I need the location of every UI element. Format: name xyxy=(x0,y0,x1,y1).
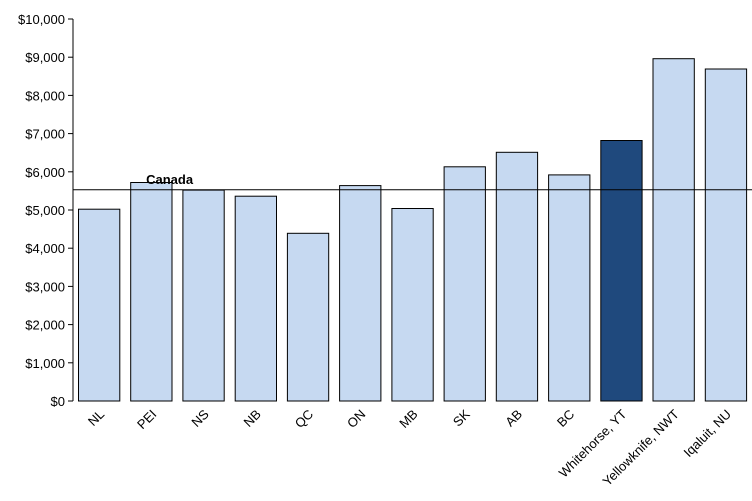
x-tick-label: ON xyxy=(344,407,368,431)
x-tick-label: QC xyxy=(292,407,316,431)
y-tick-label: $0 xyxy=(51,394,65,409)
bar-ab xyxy=(495,151,539,402)
bar-nb xyxy=(234,195,277,402)
x-tick-label: SK xyxy=(450,406,473,429)
y-tick-label: $10,000 xyxy=(18,12,65,27)
x-tick-label: NS xyxy=(188,406,212,430)
y-tick-label: $3,000 xyxy=(25,279,65,294)
bar-ns xyxy=(182,189,225,402)
y-tick-label: $6,000 xyxy=(25,165,65,180)
x-tick-label: NL xyxy=(85,407,107,429)
x-tick-label: Iqaluit, NU xyxy=(680,407,734,461)
bar-bc xyxy=(548,174,591,402)
bar-mb xyxy=(391,208,434,402)
canada-reference-label: Canada xyxy=(146,172,194,187)
y-tick-label: $4,000 xyxy=(25,241,65,256)
y-ticks-group: $0 $1,000 $2,000 $3,000 $4,000 $5,000 $6,000 $7… xyxy=(18,12,73,409)
x-tick-label: PEI xyxy=(134,407,159,432)
bar-yellowknife-nwt xyxy=(652,58,695,402)
y-tick-label: $5,000 xyxy=(25,203,65,218)
x-tick-label: BC xyxy=(554,407,577,430)
bar-iqaluit-nu xyxy=(704,68,748,402)
bar-on xyxy=(339,185,382,402)
bar-sk xyxy=(443,166,486,402)
bar-qc xyxy=(286,232,330,402)
y-tick-label: $8,000 xyxy=(25,88,65,103)
bar-pei xyxy=(130,182,173,402)
x-tick-label: AB xyxy=(502,407,525,430)
y-tick-label: $7,000 xyxy=(25,127,65,142)
y-tick-label: $1,000 xyxy=(25,356,65,371)
y-tick-label: $2,000 xyxy=(25,318,65,333)
x-tick-label: NB xyxy=(241,407,264,430)
bar-whitehorse-yt xyxy=(600,140,643,402)
bar-nl xyxy=(78,208,121,402)
y-tick-label: $9,000 xyxy=(25,50,65,65)
bars-group xyxy=(78,58,748,402)
x-tick-label: MB xyxy=(396,407,420,431)
